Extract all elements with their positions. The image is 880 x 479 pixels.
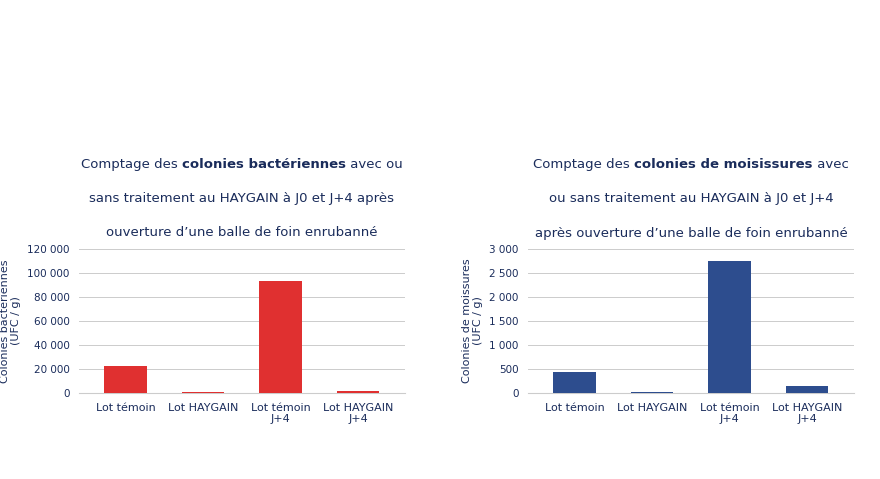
Text: colonies de moisissures: colonies de moisissures xyxy=(634,158,813,171)
Text: ou sans traitement au HAYGAIN à J0 et J+4: ou sans traitement au HAYGAIN à J0 et J+… xyxy=(548,192,833,205)
Text: avec: avec xyxy=(813,158,848,171)
Y-axis label: Colonies de moissures
(UFC / g): Colonies de moissures (UFC / g) xyxy=(462,259,483,383)
Text: ouverture d’une balle de foin enrubanné: ouverture d’une balle de foin enrubanné xyxy=(106,227,378,240)
Text: Comptage des: Comptage des xyxy=(533,158,634,171)
Y-axis label: Colonies bactériennes
(UFC / g): Colonies bactériennes (UFC / g) xyxy=(0,259,21,383)
Bar xyxy=(260,282,302,393)
Bar xyxy=(337,391,379,393)
Bar xyxy=(631,392,673,393)
Text: Comptage des: Comptage des xyxy=(81,158,182,171)
Bar xyxy=(708,261,751,393)
Text: avec ou: avec ou xyxy=(346,158,403,171)
Bar xyxy=(105,366,147,393)
Bar xyxy=(786,386,828,393)
Text: colonies bactériennes: colonies bactériennes xyxy=(182,158,346,171)
Text: après ouverture d’une balle de foin enrubanné: après ouverture d’une balle de foin enru… xyxy=(534,227,847,240)
Bar xyxy=(554,372,596,393)
Text: sans traitement au HAYGAIN à J0 et J+4 après: sans traitement au HAYGAIN à J0 et J+4 a… xyxy=(90,192,394,205)
